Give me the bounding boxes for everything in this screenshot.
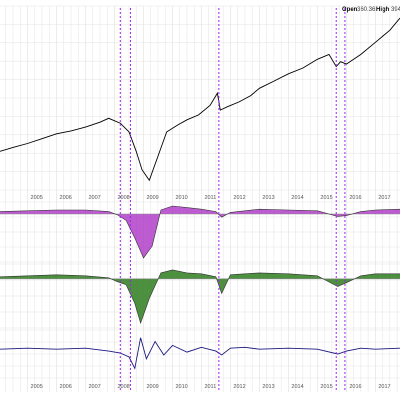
chart-header: Open 360.36 High 394 (342, 7, 400, 13)
x-tick-labels: 2005 2005 2006 2006 2007 2007 2008 2008 2009 2009… (31, 195, 391, 390)
x-tick-label: 2012 (233, 384, 245, 390)
x-tick-label: 2014 (291, 195, 303, 201)
grid (0, 5, 400, 392)
x-tick-label: 2015 (320, 195, 332, 201)
x-tick-label: 2016 (349, 384, 361, 390)
panel-2-line (0, 269, 400, 325)
x-tick-label: 2017 (378, 195, 390, 201)
x-tick-label: 2010 (175, 384, 187, 390)
x-tick-label: 2013 (262, 384, 274, 390)
x-tick-label: 2008 (117, 195, 129, 201)
open-value: 360.36 (357, 7, 376, 13)
x-tick-label: 2011 (204, 384, 216, 390)
x-tick-label: 2009 (146, 384, 158, 390)
event-lines (119, 8, 346, 392)
x-tick-label: 2015 (320, 384, 332, 390)
price-line (0, 17, 400, 182)
x-tick-label: 2005 (31, 384, 43, 390)
x-tick-label: 2006 (60, 195, 72, 201)
x-tick-label: 2006 (60, 384, 72, 390)
x-tick-label: 2012 (233, 195, 245, 201)
x-tick-label: 2007 (89, 384, 101, 390)
x-tick-label: 2010 (175, 195, 187, 201)
high-value: 394 (391, 7, 400, 13)
open-label: Open (342, 7, 358, 13)
x-tick-label: 2016 (349, 195, 361, 201)
panel-1-area (0, 206, 400, 258)
x-tick-label: 2011 (204, 195, 216, 201)
x-tick-label: 2017 (378, 384, 390, 390)
x-tick-label: 2014 (291, 384, 303, 390)
x-tick-label: 2007 (89, 195, 101, 201)
panel-3-line (0, 337, 400, 370)
series (0, 17, 400, 370)
x-tick-label: 2013 (262, 195, 274, 201)
x-tick-label: 2008 (117, 384, 129, 390)
panel-1-line (0, 205, 400, 259)
x-tick-label: 2009 (146, 195, 158, 201)
x-tick-label: 2005 (31, 195, 43, 201)
